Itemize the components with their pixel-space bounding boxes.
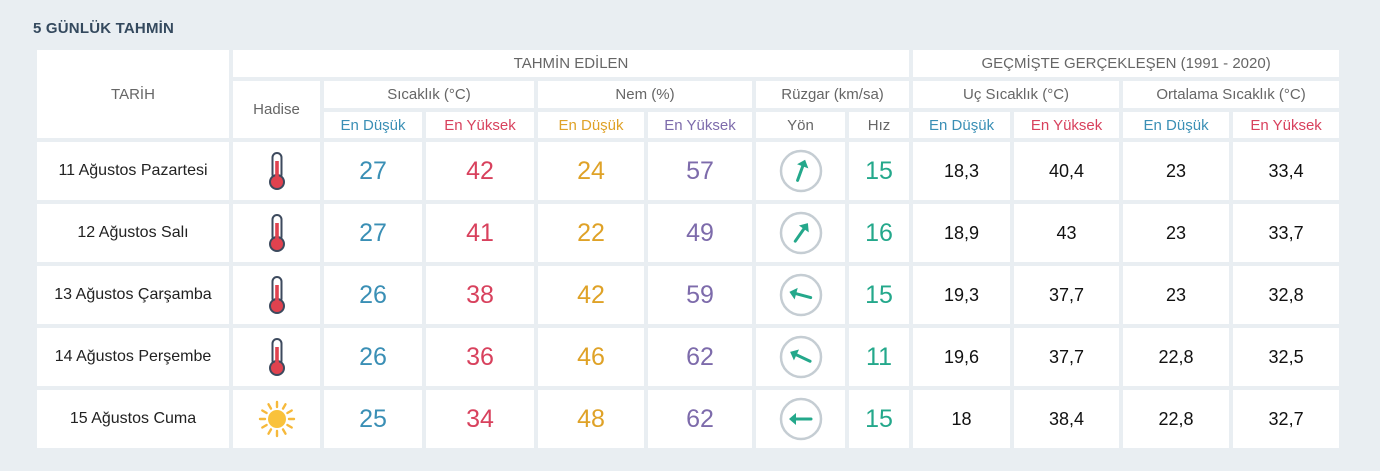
date-cell: 14 Ağustos Perşembe [37, 328, 229, 386]
table-row-2: 12 Ağustos Salı 27 41 22 49 16 18,9 43 2… [37, 204, 1340, 262]
header-ext-low: En Düşük [913, 112, 1011, 138]
weather-icon-cell [233, 390, 320, 448]
humidity-low-cell: 42 [538, 266, 644, 324]
date-cell: 11 Ağustos Pazartesi [37, 142, 229, 200]
temp-high-cell: 36 [426, 328, 534, 386]
average-high-cell: 32,8 [1233, 266, 1340, 324]
forecast-table: TARİH TAHMİN EDİLEN GEÇMİŞTE GERÇEKLEŞEN… [33, 46, 1343, 452]
header-forecast-group: TAHMİN EDİLEN [233, 50, 910, 77]
humidity-high-cell: 62 [648, 328, 752, 386]
humidity-high-cell: 62 [648, 390, 752, 448]
header-avg-low: En Düşük [1123, 112, 1230, 138]
date-cell: 15 Ağustos Cuma [37, 390, 229, 448]
average-low-cell: 23 [1123, 266, 1230, 324]
average-high-cell: 33,4 [1233, 142, 1340, 200]
extreme-low-cell: 18,3 [913, 142, 1011, 200]
humidity-low-cell: 24 [538, 142, 644, 200]
header-wind-speed: Hız [849, 112, 910, 138]
extreme-high-cell: 40,4 [1014, 142, 1120, 200]
thermometer-icon [266, 214, 288, 252]
wind-direction-icon [779, 211, 823, 255]
table-row-3: 13 Ağustos Çarşamba 26 38 42 59 15 19,3 … [37, 266, 1340, 324]
weather-icon-cell [233, 142, 320, 200]
wind-direction-cell [756, 204, 845, 262]
wind-direction-cell [756, 142, 845, 200]
header-ortalama-sicaklik: Ortalama Sıcaklık (°C) [1123, 81, 1340, 108]
table-row-5: 15 Ağustos Cuma 25 34 48 62 15 18 38,4 2… [37, 390, 1340, 448]
header-tarih: TARİH [37, 50, 229, 138]
temp-low-cell: 26 [324, 266, 422, 324]
header-wind-dir: Yön [756, 112, 845, 138]
average-low-cell: 22,8 [1123, 328, 1230, 386]
extreme-high-cell: 38,4 [1014, 390, 1120, 448]
header-uc-sicaklik: Uç Sıcaklık (°C) [913, 81, 1120, 108]
header-ruzgar: Rüzgar (km/sa) [756, 81, 910, 108]
extreme-high-cell: 37,7 [1014, 328, 1120, 386]
extreme-low-cell: 19,3 [913, 266, 1011, 324]
average-high-cell: 32,5 [1233, 328, 1340, 386]
temp-high-cell: 42 [426, 142, 534, 200]
date-cell: 13 Ağustos Çarşamba [37, 266, 229, 324]
average-high-cell: 33,7 [1233, 204, 1340, 262]
thermometer-icon [266, 276, 288, 314]
extreme-low-cell: 19,6 [913, 328, 1011, 386]
table-row-1: 11 Ağustos Pazartesi 27 42 24 57 15 18,3… [37, 142, 1340, 200]
temp-high-cell: 41 [426, 204, 534, 262]
header-temp-low: En Düşük [324, 112, 422, 138]
wind-speed-cell: 15 [849, 390, 910, 448]
humidity-high-cell: 57 [648, 142, 752, 200]
wind-speed-cell: 15 [849, 266, 910, 324]
temp-low-cell: 26 [324, 328, 422, 386]
header-avg-high: En Yüksek [1233, 112, 1340, 138]
temp-high-cell: 34 [426, 390, 534, 448]
temp-low-cell: 25 [324, 390, 422, 448]
thermometer-icon [266, 338, 288, 376]
header-hum-low: En Düşük [538, 112, 644, 138]
temp-high-cell: 38 [426, 266, 534, 324]
average-low-cell: 23 [1123, 204, 1230, 262]
humidity-high-cell: 59 [648, 266, 752, 324]
humidity-low-cell: 22 [538, 204, 644, 262]
wind-speed-cell: 15 [849, 142, 910, 200]
header-ext-high: En Yüksek [1014, 112, 1120, 138]
header-hum-high: En Yüksek [648, 112, 752, 138]
average-low-cell: 22,8 [1123, 390, 1230, 448]
date-cell: 12 Ağustos Salı [37, 204, 229, 262]
sun-icon [257, 400, 297, 438]
humidity-high-cell: 49 [648, 204, 752, 262]
header-history-group: GEÇMİŞTE GERÇEKLEŞEN (1991 - 2020) [913, 50, 1340, 77]
average-low-cell: 23 [1123, 142, 1230, 200]
temp-low-cell: 27 [324, 142, 422, 200]
weather-icon-cell [233, 266, 320, 324]
wind-speed-cell: 11 [849, 328, 910, 386]
extreme-high-cell: 43 [1014, 204, 1120, 262]
weather-icon-cell [233, 204, 320, 262]
thermometer-icon [266, 152, 288, 190]
wind-direction-cell [756, 328, 845, 386]
header-sicaklik: Sıcaklık (°C) [324, 81, 534, 108]
header-hadise: Hadise [233, 81, 320, 138]
wind-direction-cell [756, 390, 845, 448]
section-title: 5 GÜNLÜK TAHMİN [33, 20, 175, 37]
wind-direction-icon [779, 335, 823, 379]
average-high-cell: 32,7 [1233, 390, 1340, 448]
header-temp-high: En Yüksek [426, 112, 534, 138]
extreme-low-cell: 18,9 [913, 204, 1011, 262]
header-nem: Nem (%) [538, 81, 752, 108]
temp-low-cell: 27 [324, 204, 422, 262]
wind-direction-icon [779, 273, 823, 317]
weather-icon-cell [233, 328, 320, 386]
humidity-low-cell: 46 [538, 328, 644, 386]
table-row-4: 14 Ağustos Perşembe 26 36 46 62 11 19,6 … [37, 328, 1340, 386]
extreme-low-cell: 18 [913, 390, 1011, 448]
wind-speed-cell: 16 [849, 204, 910, 262]
humidity-low-cell: 48 [538, 390, 644, 448]
wind-direction-icon [779, 149, 823, 193]
wind-direction-icon [779, 397, 823, 441]
wind-direction-cell [756, 266, 845, 324]
extreme-high-cell: 37,7 [1014, 266, 1120, 324]
